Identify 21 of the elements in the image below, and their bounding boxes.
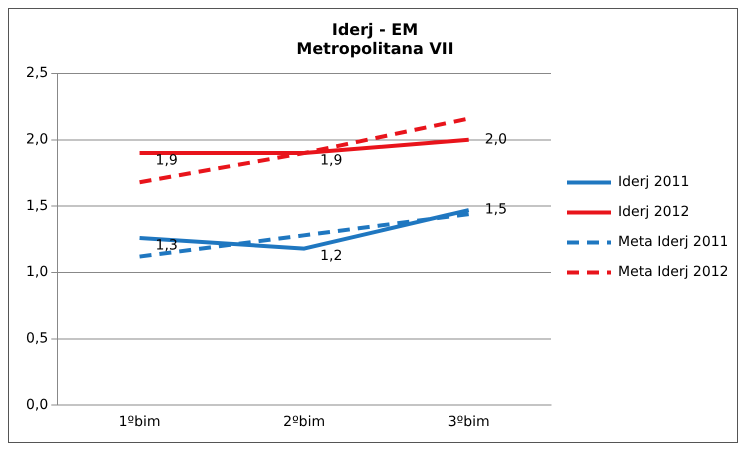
legend-label: Meta Iderj 2011 (618, 234, 729, 250)
data-label: 1,5 (484, 202, 507, 218)
x-tick-label: 3ºbim (448, 414, 490, 430)
data-label: 2,0 (484, 131, 507, 148)
data-label: 1,9 (320, 152, 342, 169)
data-label: 1,9 (156, 152, 178, 169)
data-label: 1,2 (320, 248, 342, 264)
text: Iderj - EM (332, 20, 418, 39)
legend-label: Meta Iderj 2012 (618, 264, 729, 280)
text: Metropolitana VII (296, 38, 454, 58)
y-tick-label: 2,0 (26, 131, 48, 148)
legend-label: Iderj 2012 (618, 204, 690, 220)
y-tick-label: 0,0 (26, 396, 48, 413)
y-tick-label: 2,5 (26, 65, 48, 82)
x-tick-label: 2ºbim (283, 414, 326, 430)
data-label: 1,3 (156, 238, 178, 254)
x-tick-label: 1ºbim (118, 414, 161, 430)
y-tick-label: 1,5 (26, 198, 48, 214)
y-tick-label: 0,5 (26, 330, 48, 346)
legend-label: Iderj 2011 (618, 174, 690, 190)
y-tick-label: 1,0 (26, 264, 48, 280)
